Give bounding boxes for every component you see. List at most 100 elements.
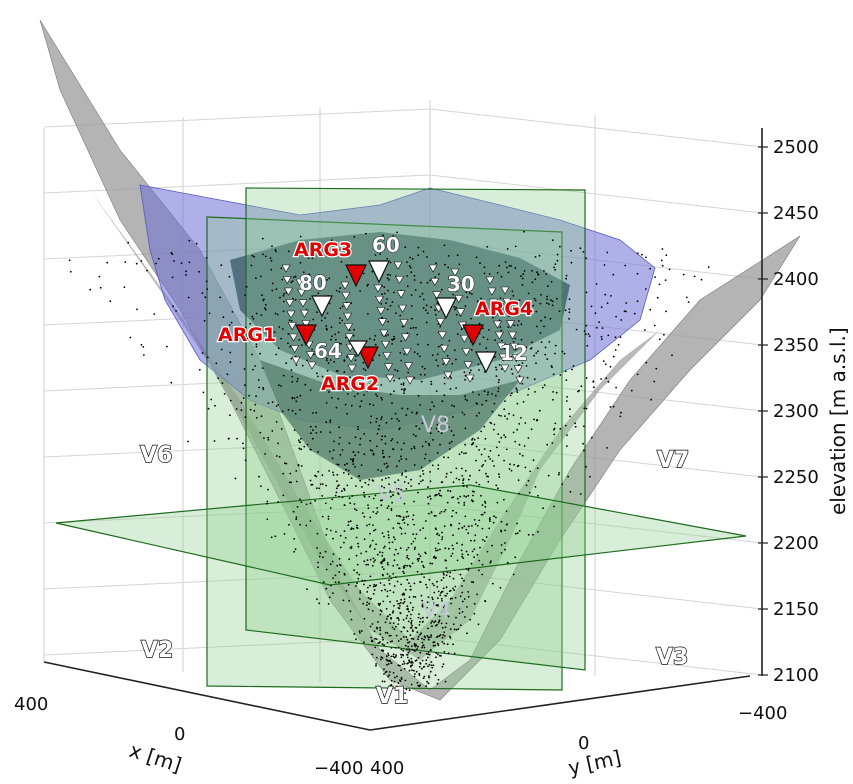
- event-point: [380, 560, 383, 563]
- event-point: [325, 402, 328, 404]
- event-point: [397, 682, 400, 684]
- event-point: [417, 254, 420, 257]
- event-point: [348, 558, 351, 561]
- array-station: [376, 307, 386, 316]
- event-point: [353, 508, 356, 510]
- event-point: [339, 546, 342, 549]
- event-point: [466, 606, 468, 608]
- event-point: [498, 441, 501, 443]
- event-point: [491, 544, 493, 547]
- event-point: [548, 303, 550, 305]
- event-point: [385, 302, 387, 304]
- event-point: [401, 519, 404, 521]
- event-point: [583, 407, 586, 410]
- event-point: [275, 250, 277, 253]
- event-point: [537, 350, 539, 353]
- event-point: [459, 595, 462, 598]
- event-point: [403, 502, 406, 505]
- event-point: [417, 343, 419, 346]
- event-point: [443, 376, 446, 379]
- event-point: [413, 582, 416, 585]
- event-point: [450, 523, 452, 526]
- event-point: [392, 494, 394, 496]
- event-point: [335, 406, 338, 409]
- event-point: [381, 398, 383, 401]
- region-label-v8: V8: [421, 413, 450, 438]
- event-point: [393, 335, 395, 338]
- event-point: [476, 402, 479, 405]
- event-point: [270, 259, 273, 262]
- array-station: [342, 302, 352, 311]
- event-point: [350, 545, 353, 548]
- event-point: [289, 472, 292, 475]
- event-point: [409, 661, 411, 663]
- event-point: [416, 570, 419, 573]
- event-point: [412, 540, 415, 543]
- event-point: [329, 421, 332, 423]
- event-point: [481, 513, 484, 516]
- event-point: [282, 328, 284, 330]
- event-point: [294, 298, 297, 301]
- event-point: [299, 394, 302, 397]
- event-point: [399, 547, 402, 550]
- event-point: [367, 283, 369, 286]
- event-point: [283, 293, 285, 295]
- event-point: [400, 656, 403, 659]
- event-point: [485, 472, 487, 475]
- event-point: [500, 368, 503, 370]
- event-point: [384, 631, 387, 634]
- event-point: [244, 384, 246, 387]
- event-point: [343, 504, 346, 507]
- event-point: [398, 460, 401, 462]
- event-point: [514, 532, 517, 535]
- event-point: [536, 271, 538, 274]
- event-point: [525, 346, 528, 349]
- event-point: [436, 494, 438, 496]
- event-point: [376, 511, 379, 513]
- event-point: [563, 352, 566, 355]
- event-point: [316, 311, 318, 313]
- event-point: [365, 563, 368, 566]
- event-point: [503, 408, 506, 411]
- event-point: [487, 480, 490, 483]
- event-point: [430, 661, 433, 663]
- event-point: [546, 443, 549, 446]
- event-point: [307, 257, 310, 259]
- event-point: [443, 456, 445, 459]
- event-point: [517, 320, 520, 322]
- event-point: [417, 635, 420, 638]
- event-point: [244, 294, 247, 296]
- event-point: [481, 527, 484, 530]
- event-point: [567, 475, 569, 478]
- event-point: [198, 270, 201, 273]
- event-point: [290, 481, 292, 484]
- event-point: [266, 500, 269, 503]
- z-tick-label: 2500: [773, 137, 819, 158]
- array-station: [402, 347, 412, 356]
- event-point: [356, 563, 359, 566]
- event-point: [380, 656, 383, 658]
- event-point: [462, 482, 464, 484]
- event-point: [464, 616, 466, 618]
- event-point: [230, 321, 233, 324]
- event-point: [387, 465, 389, 467]
- event-point: [367, 586, 369, 589]
- event-point: [406, 275, 409, 277]
- event-point: [205, 280, 208, 283]
- event-point: [514, 245, 517, 248]
- event-point: [419, 621, 421, 623]
- event-point: [261, 237, 264, 240]
- event-point: [400, 359, 403, 362]
- event-point: [413, 548, 416, 551]
- event-point: [375, 512, 378, 515]
- event-point: [493, 402, 496, 405]
- event-point: [438, 615, 441, 618]
- event-point: [417, 616, 420, 619]
- event-point: [369, 439, 372, 442]
- event-point: [403, 392, 405, 394]
- event-point: [428, 653, 431, 656]
- event-point: [280, 385, 282, 387]
- event-point: [349, 546, 352, 549]
- event-point: [510, 469, 513, 472]
- event-point: [512, 414, 515, 417]
